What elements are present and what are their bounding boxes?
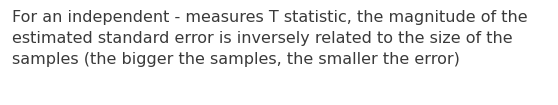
Text: For an independent - measures T statistic, the magnitude of the
estimated standa: For an independent - measures T statisti… <box>12 10 528 67</box>
